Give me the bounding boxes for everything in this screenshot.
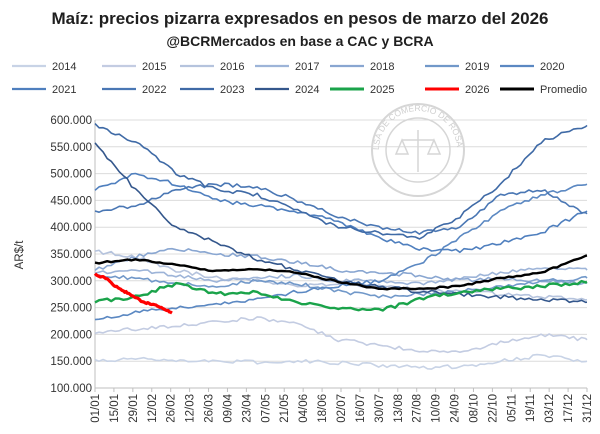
x-tick-label: 29/01 bbox=[128, 394, 140, 423]
y-tick-label: 100.000 bbox=[50, 383, 92, 395]
x-tick-label: 12/03 bbox=[185, 394, 197, 423]
legend-label-2017: 2017 bbox=[295, 61, 319, 73]
legend-label-2020: 2020 bbox=[540, 61, 564, 73]
watermark-seal-outer bbox=[371, 103, 465, 197]
x-tick-label: 26/02 bbox=[166, 394, 178, 423]
x-tick-label: 03/12 bbox=[544, 394, 556, 423]
y-tick-label: 400.000 bbox=[50, 222, 92, 234]
x-tick-label: 10/09 bbox=[431, 394, 443, 423]
y-tick-label: 500.000 bbox=[50, 169, 92, 181]
series-line-2020 bbox=[94, 183, 588, 321]
x-tick-label: 18/06 bbox=[317, 394, 329, 423]
y-tick-label: 250.000 bbox=[50, 303, 92, 315]
legend-label-2024: 2024 bbox=[295, 84, 319, 96]
y-tick-label: 600.000 bbox=[50, 115, 92, 127]
y-tick-label: 200.000 bbox=[50, 329, 92, 341]
series-line-2022 bbox=[94, 182, 588, 235]
x-tick-label: 04/06 bbox=[298, 394, 310, 423]
x-tick-label: 21/05 bbox=[279, 394, 291, 423]
legend-label-2026: 2026 bbox=[465, 84, 489, 96]
y-tick-label: 150.000 bbox=[50, 356, 92, 368]
y-tick-label: 300.000 bbox=[50, 276, 92, 288]
x-tick-label: 08/10 bbox=[468, 394, 480, 423]
x-tick-label: 16/07 bbox=[355, 394, 367, 423]
series-line-2026 bbox=[93, 272, 173, 315]
legend-label-2019: 2019 bbox=[465, 61, 489, 73]
x-tick-label: 27/08 bbox=[412, 394, 424, 423]
x-tick-label: 12/02 bbox=[147, 394, 159, 423]
chart-title: Maíz: precios pizarra expresados en peso… bbox=[52, 9, 549, 28]
series-line-2025 bbox=[94, 279, 588, 312]
x-tick-label: 24/09 bbox=[450, 394, 462, 423]
legend-label-2025: 2025 bbox=[370, 84, 394, 96]
x-tick-label: 15/01 bbox=[109, 394, 121, 423]
watermark-seal-inner bbox=[385, 117, 451, 183]
legend-label-2016: 2016 bbox=[220, 61, 244, 73]
legend-label-2021: 2021 bbox=[52, 84, 76, 96]
x-tick-label: 02/07 bbox=[336, 394, 348, 423]
x-tick-label: 19/11 bbox=[525, 394, 537, 422]
y-tick-label: 450.000 bbox=[50, 195, 92, 207]
series-line-2018 bbox=[94, 247, 588, 286]
series-line-2021 bbox=[94, 172, 588, 254]
legend-label-2014: 2014 bbox=[52, 61, 76, 73]
legend-label-2023: 2023 bbox=[220, 84, 244, 96]
series-line-promedio bbox=[94, 254, 588, 291]
x-tick-label: 17/12 bbox=[563, 394, 575, 423]
y-tick-label: 350.000 bbox=[50, 249, 92, 261]
x-tick-label: 23/04 bbox=[241, 393, 253, 422]
x-tick-label: 30/07 bbox=[374, 394, 386, 423]
x-tick-label: 05/11 bbox=[506, 394, 518, 422]
legend-label-2022: 2022 bbox=[142, 84, 166, 96]
x-tick-label: 13/08 bbox=[393, 394, 405, 423]
watermark-scales-icon bbox=[394, 130, 442, 172]
y-axis-label: AR$/t bbox=[14, 240, 26, 270]
legend-label-promedio: Promedio bbox=[540, 84, 587, 96]
x-tick-label: 26/03 bbox=[204, 394, 216, 423]
chart-subtitle: @BCRMercados en base a CAC y BCRA bbox=[166, 33, 433, 49]
series-line-2014 bbox=[94, 353, 588, 370]
series-line-2015 bbox=[94, 316, 588, 354]
legend-label-2015: 2015 bbox=[142, 61, 166, 73]
x-tick-label: 22/10 bbox=[487, 394, 499, 423]
x-tick-label: 31/12 bbox=[582, 394, 594, 423]
x-tick-label: 07/05 bbox=[260, 394, 272, 423]
series-line-2023 bbox=[94, 123, 588, 240]
y-tick-label: 550.000 bbox=[50, 142, 92, 154]
legend-label-2018: 2018 bbox=[370, 61, 394, 73]
x-tick-label: 01/01 bbox=[90, 394, 102, 423]
x-tick-label: 09/04 bbox=[222, 393, 234, 422]
